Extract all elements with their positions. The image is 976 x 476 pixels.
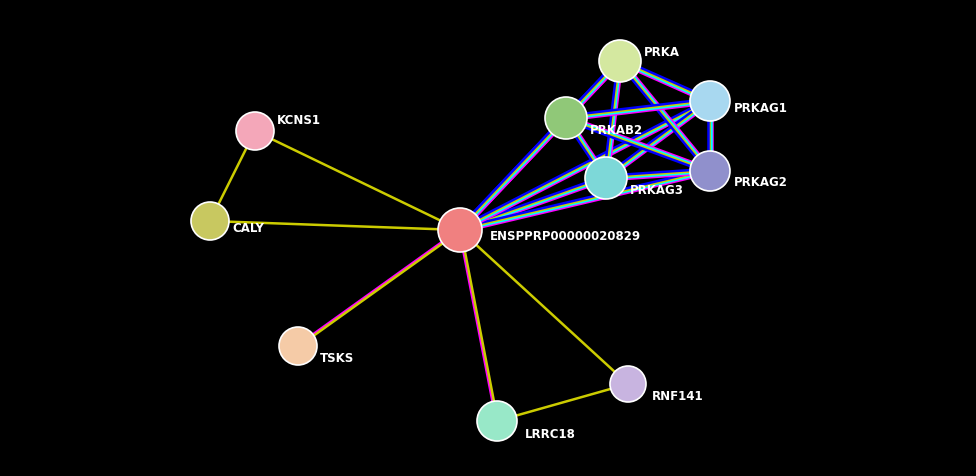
Circle shape [690,151,730,191]
Circle shape [477,401,517,441]
Circle shape [599,40,641,82]
Text: PRKAG3: PRKAG3 [630,184,684,197]
Circle shape [545,97,587,139]
Text: PRKAB2: PRKAB2 [590,123,643,137]
Circle shape [191,202,229,240]
Text: TSKS: TSKS [320,351,354,365]
Text: CALY: CALY [232,221,264,235]
Text: PRKAG1: PRKAG1 [734,101,788,115]
Circle shape [438,208,482,252]
Text: LRRC18: LRRC18 [525,427,576,440]
Text: ENSPPRP00000020829: ENSPPRP00000020829 [490,229,641,242]
Text: KCNS1: KCNS1 [277,113,321,127]
Circle shape [279,327,317,365]
Circle shape [585,157,627,199]
Circle shape [610,366,646,402]
Text: RNF141: RNF141 [652,389,704,403]
Circle shape [236,112,274,150]
Text: PRKA: PRKA [644,46,680,59]
Text: PRKAG2: PRKAG2 [734,176,788,188]
Circle shape [690,81,730,121]
